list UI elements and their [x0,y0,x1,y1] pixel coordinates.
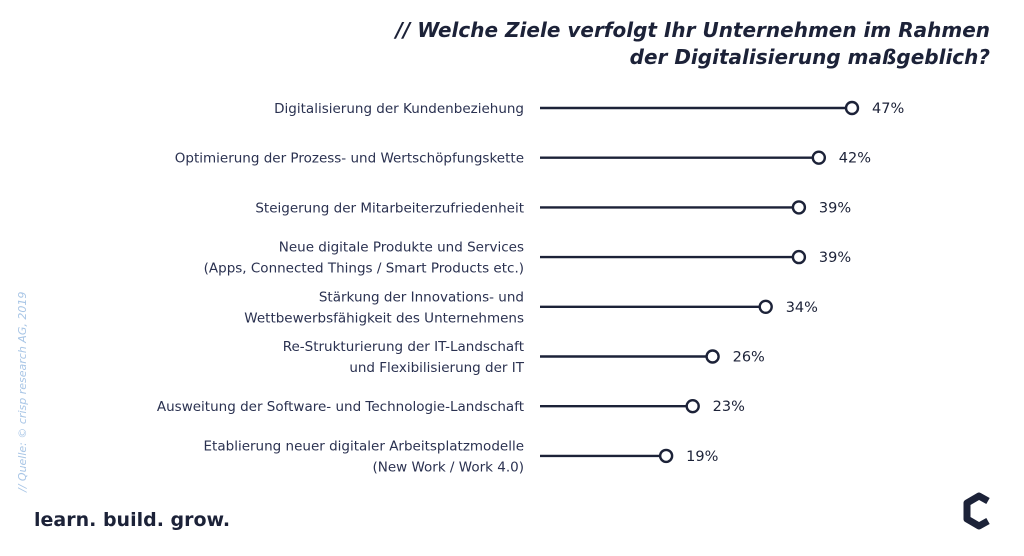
category-label: Ausweitung der Software- und Technologie… [157,399,524,415]
chart-row: 42% Optimierung der Prozess- und Wertschö… [175,150,871,167]
category-label: Digitalisierung der Kundenbeziehung [274,101,524,117]
lollipop-marker [685,399,700,414]
value-label: 34% [786,300,818,316]
chart-title: // Welche Ziele verfolgt Ihr Unternehmen… [396,17,990,71]
lollipop-marker [658,448,674,464]
category-label: Steigerung der Mitarbeiterzufriedenheit [255,200,524,216]
category-label: (Apps, Connected Things / Smart Products… [204,261,524,277]
value-label: 47% [872,101,904,117]
tagline: learn. build. grow. [34,509,231,531]
category-label: Neue digitale Produkte und Services [279,240,524,256]
chart-row: 23% Ausweitung der Software- und Technolo… [157,399,745,415]
lollipop-marker [844,100,860,116]
value-label: 39% [819,250,851,266]
category-label: Optimierung der Prozess- und Wertschöpfu… [175,151,524,167]
value-label: 19% [686,449,718,465]
chart-row: 39% Steigerung der Mitarbeiterzufriedenhe… [255,200,851,216]
chart-title-line-1: // Welche Ziele verfolgt Ihr Unternehmen… [395,18,990,42]
category-label: und Flexibilisierung der IT [349,360,524,376]
chart-row: 26% Re-Strukturierung der IT-Landschaft un… [283,339,765,376]
source-note: // Quelle: © crisp research AG, 2019 [16,291,29,492]
category-label: Re-Strukturierung der IT-Landschaft [283,339,524,355]
lollipop-marker [758,299,773,314]
value-label: 39% [819,200,851,216]
chart-title-line-2: der Digitalisierung maßgeblich? [629,45,990,69]
value-label: 42% [839,151,871,167]
value-label: 23% [713,399,745,415]
category-label: Stärkung der Innovations- und [319,289,524,305]
lollipop-marker [791,249,807,265]
category-label: Wettbewerbsfähigkeit des Unternehmens [244,310,524,326]
lollipop-marker [705,349,720,364]
chart-row: 39% Neue digitale Produkte und Services (A… [204,240,852,277]
category-label: (New Work / Work 4.0) [372,459,524,475]
chart-row: 19% Etablierung neuer digitaler Arbeitspl… [204,438,719,475]
category-label: Etablierung neuer digitaler Arbeitsplatz… [204,438,524,454]
brand-logo-icon [963,492,990,530]
lollipop-marker [791,200,807,215]
chart-row: 47% Digitalisierung der Kundenbeziehung [274,100,904,117]
chart-row: 34% Stärkung der Innovations- und Wettbewe… [244,289,818,326]
lollipop-marker [811,150,827,165]
value-label: 26% [733,350,765,366]
